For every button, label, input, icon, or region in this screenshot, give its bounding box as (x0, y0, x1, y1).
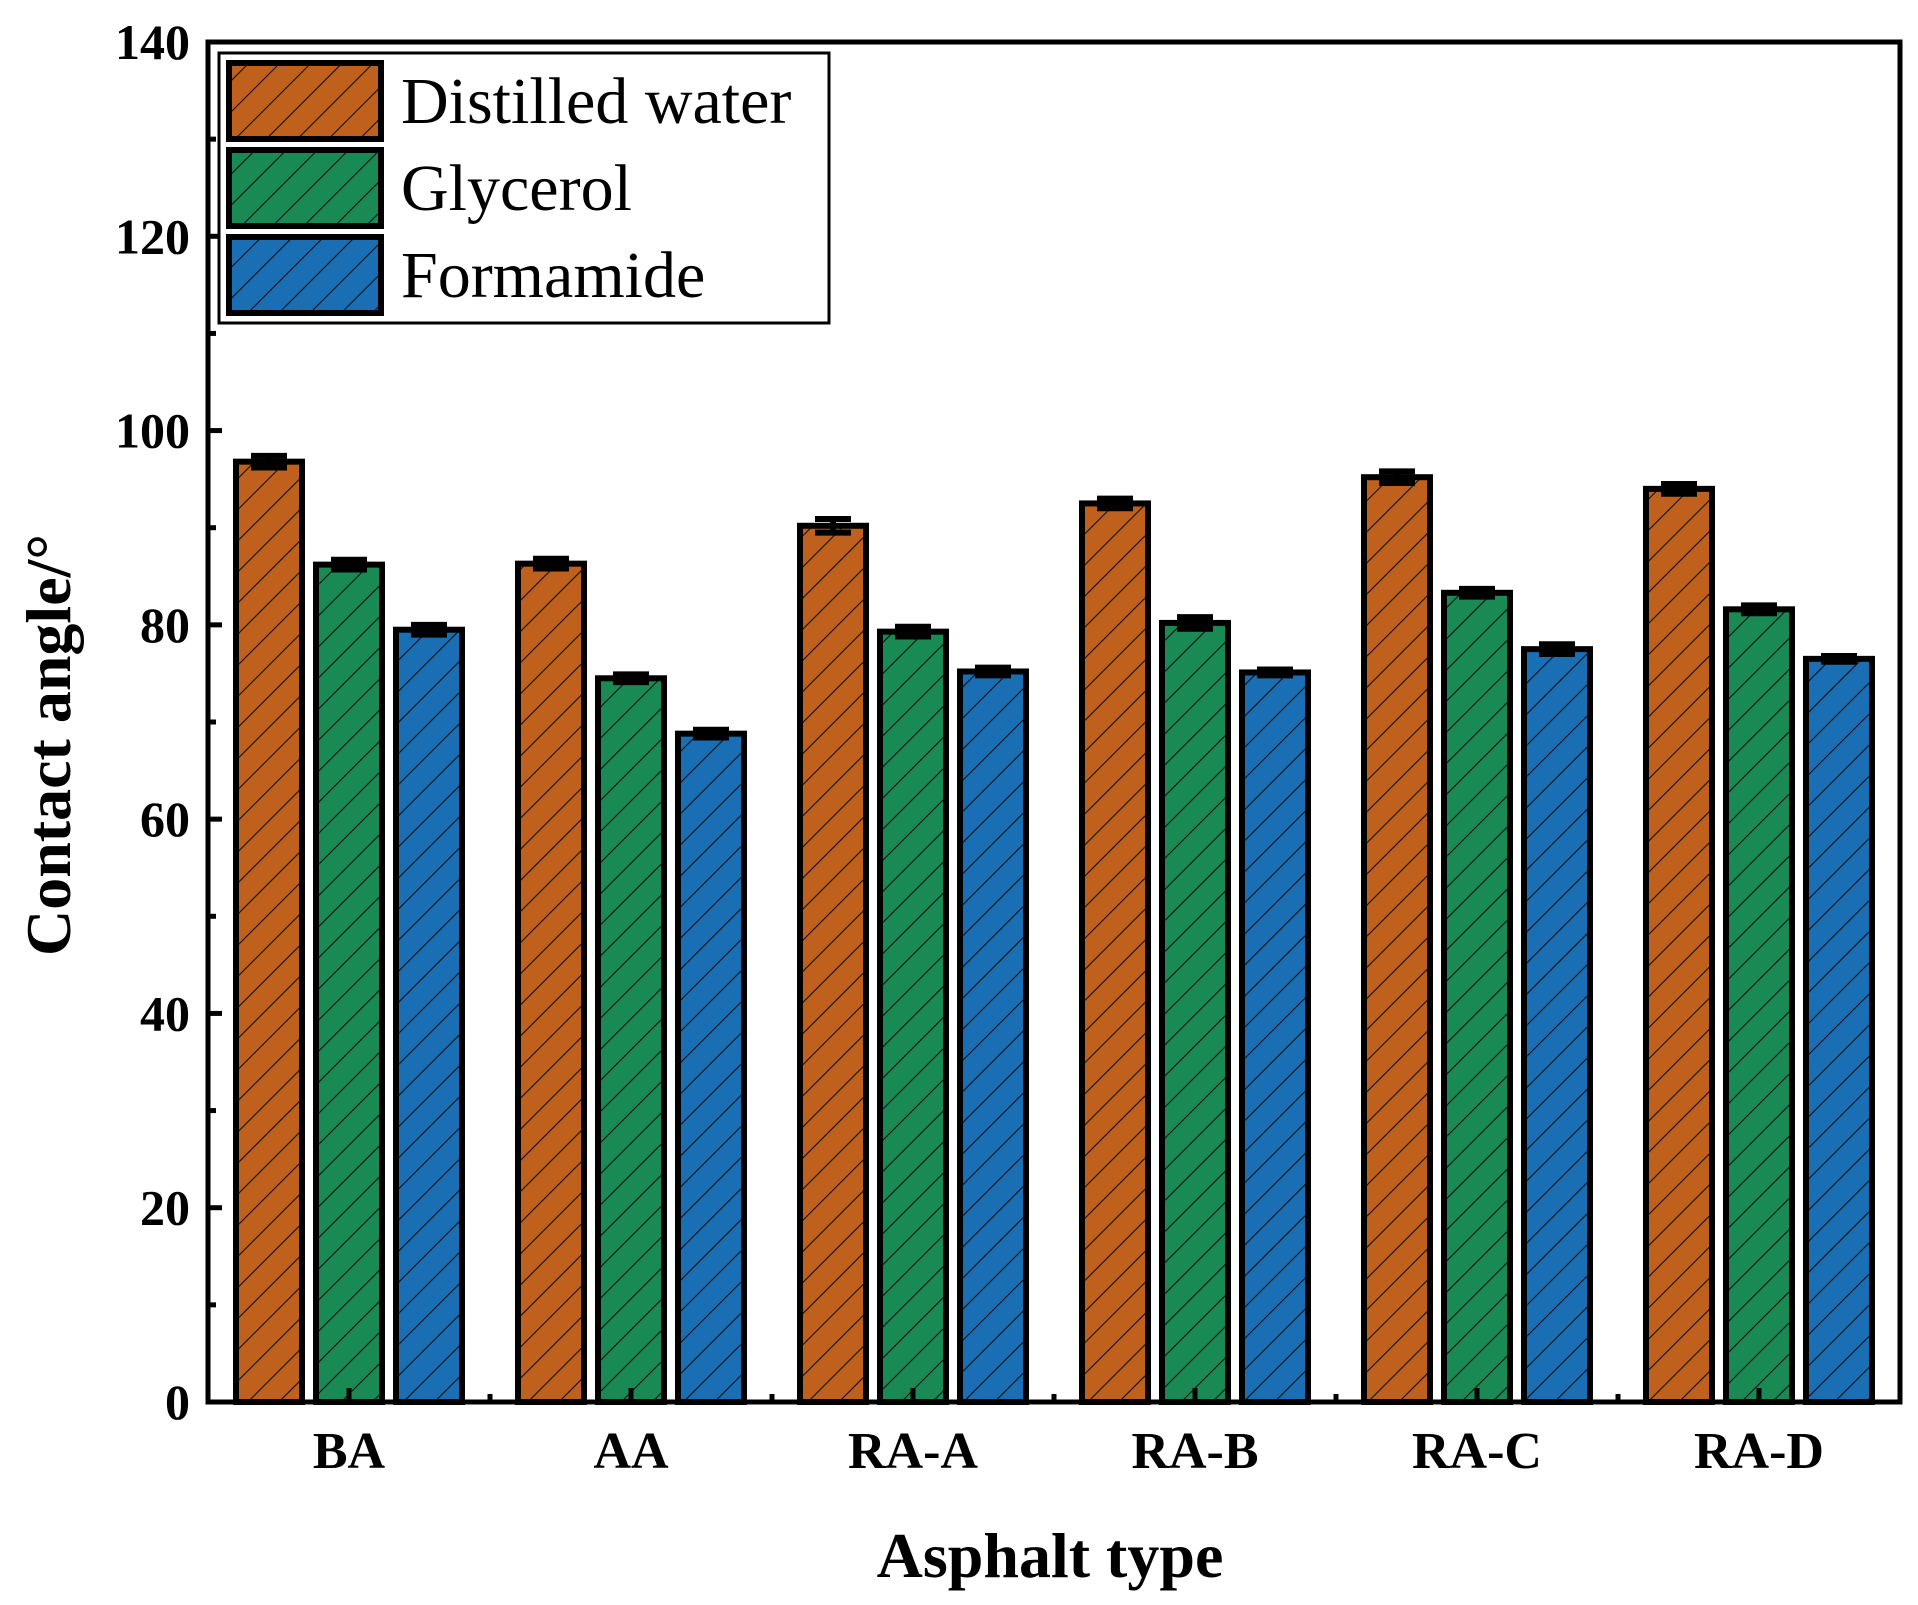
y-tick-label: 60 (140, 791, 190, 847)
bar-RA-B-formamide (1239, 669, 1311, 1405)
bar-AA-glycerol (595, 675, 667, 1405)
bars-layer (233, 452, 1875, 1406)
bar-RA-A-formamide (957, 668, 1029, 1405)
legend-label-glycerol: Glycerol (401, 152, 632, 225)
legend-label-formamide: Formamide (401, 239, 705, 312)
bar-AA-formamide (675, 730, 747, 1405)
bar-RA-C-glycerol (1441, 589, 1513, 1405)
x-tick-label: AA (593, 1423, 669, 1480)
x-tick-label: RA-C (1412, 1423, 1542, 1480)
bar-BA-glycerol (313, 561, 385, 1405)
y-tick-label: 40 (140, 985, 190, 1041)
y-tick-label: 120 (115, 208, 190, 264)
legend-swatch-glycerol (226, 147, 384, 229)
legend-label-distilled-water: Distilled water (401, 65, 791, 138)
x-tick-label: RA-B (1131, 1423, 1258, 1480)
y-tick-label: 100 (115, 403, 190, 459)
bar-RA-D-glycerol (1723, 606, 1795, 1405)
bar-RA-A-distilled-water (797, 522, 869, 1405)
y-axis-title: Contact angle/° (13, 534, 84, 956)
bar-RA-B-glycerol (1159, 619, 1231, 1405)
legend-swatch-distilled-water (226, 60, 384, 142)
axis-layer: BA AA RA-A RA-B RA-C RA-D 0 20 40 60 80 100 120 140 (115, 14, 1903, 1480)
y-tick-label: 20 (140, 1180, 190, 1236)
x-axis-title: Asphalt type (877, 1520, 1224, 1591)
bar-RA-B-distilled-water (1079, 500, 1151, 1405)
bar-RA-C-formamide (1521, 646, 1593, 1405)
x-tick-label: BA (313, 1423, 386, 1480)
bar-RA-A-glycerol (877, 628, 949, 1405)
bar-RA-C-distilled-water (1361, 474, 1433, 1405)
y-tick-label: 140 (115, 14, 190, 70)
y-tick-label: 80 (140, 597, 190, 653)
bar-RA-D-formamide (1803, 655, 1875, 1405)
x-tick-label: RA-D (1694, 1423, 1824, 1480)
x-tick-label: RA-A (848, 1423, 978, 1480)
bar-RA-D-distilled-water (1643, 485, 1715, 1406)
legend: Distilled water Glycerol Formamide (217, 51, 831, 325)
bar-BA-distilled-water (233, 458, 305, 1405)
legend-swatch-formamide (226, 234, 384, 316)
bar-AA-distilled-water (515, 560, 587, 1405)
y-tick-label: 0 (165, 1374, 190, 1430)
bar-BA-formamide (393, 626, 465, 1405)
